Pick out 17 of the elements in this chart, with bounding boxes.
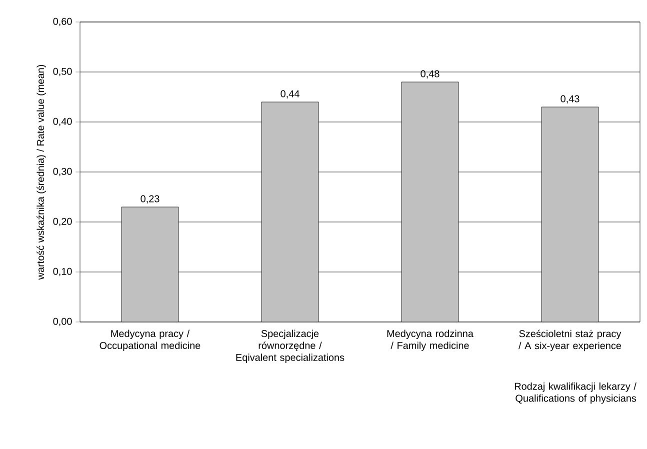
y-tick-label: 0,30 (53, 168, 72, 176)
y-tick-label: 0,10 (53, 268, 72, 276)
y-tick-label: 0,60 (53, 18, 72, 26)
x-tick-label: Specjalizacje równorzędne / Eqivalent specializations (236, 330, 344, 363)
data-label: 0,23 (140, 195, 160, 204)
data-label: 0,43 (560, 95, 580, 104)
data-label: 0,44 (280, 90, 300, 98)
y-axis-title: wartość wskaźnika (średnia) / Rate value (mean) (36, 64, 46, 280)
y-tick-label: 0,00 (53, 318, 72, 326)
x-tick-label: Medycyna pracy / Occupational medicine (100, 330, 200, 351)
y-tick-label: 0,50 (53, 68, 72, 76)
y-tick-label: 0,20 (53, 218, 72, 226)
x-tick-label: Sześcioletni staż pracy / A six-year experience (518, 330, 622, 352)
x-axis-title: Rodzaj kwalifikacji lekarzy / Qualifications of physicians (514, 382, 636, 404)
data-label: 0,48 (420, 70, 440, 78)
x-tick-label: Medycyna rodzinna / Family medicine (387, 330, 474, 351)
y-tick-label: 0,40 (53, 118, 72, 126)
